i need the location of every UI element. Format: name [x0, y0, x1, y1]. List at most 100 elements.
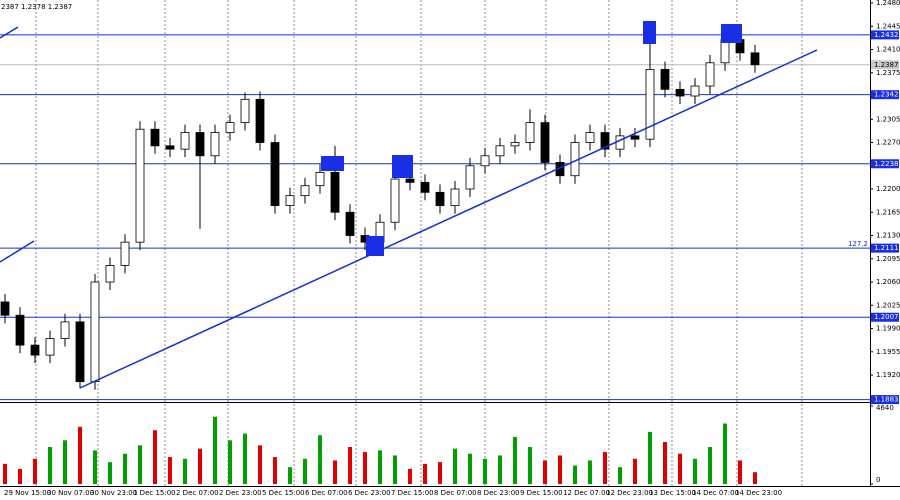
candle-body [645, 69, 655, 140]
y-tick-label: 1.1955 [876, 348, 900, 356]
volume-bar [33, 458, 37, 484]
volume-bar [513, 436, 517, 484]
x-tick-label: 2 Dec 07:00 [176, 489, 219, 497]
candle-body [285, 195, 295, 207]
candle-body [180, 132, 190, 150]
candle-body [300, 185, 310, 197]
candle-body [105, 265, 115, 283]
volume-bar [153, 430, 157, 484]
volume-bar [618, 467, 622, 484]
candle-body [540, 122, 550, 163]
volume-bar [588, 460, 592, 484]
volume-bar [108, 462, 112, 484]
volume-bar [123, 453, 127, 484]
volume-bar [723, 423, 727, 484]
marker [643, 21, 656, 44]
volume-bar [198, 448, 202, 484]
marker [721, 24, 742, 43]
current-price-label: 1.2387 [874, 61, 899, 69]
volume-bar [603, 452, 607, 484]
current-price-box [871, 60, 899, 70]
volume-bar [63, 440, 67, 484]
trend-line [79, 49, 818, 389]
candle-body [435, 191, 445, 207]
x-tick-label: 14 Dec 23:00 [735, 489, 782, 497]
level-box [871, 159, 899, 169]
volume-bar [228, 440, 232, 484]
level-label: 1.1883 [874, 396, 899, 404]
x-tick-label: 6 Dec 23:00 [348, 489, 391, 497]
candle-body [135, 128, 145, 243]
volume-bar [93, 450, 97, 484]
candle-body [315, 172, 325, 187]
level-label: 1.2432 [874, 31, 899, 39]
trend-line-fragment [0, 240, 35, 263]
volume-bar [753, 472, 757, 484]
y-tick-label: 1.2445 [876, 22, 900, 30]
candle-body [75, 321, 85, 383]
volume-bar [633, 458, 637, 484]
x-tick-label: 1 Dec 15:00 [133, 489, 176, 497]
volume-bar [213, 416, 217, 484]
x-tick-label: 12 Dec 23:00 [606, 489, 653, 497]
volume-bar [168, 457, 172, 484]
x-tick-label: 14 Dec 07:00 [692, 489, 739, 497]
marks [0, 29, 760, 484]
volume-bar [303, 458, 307, 484]
y-tick-label: 1.2025 [876, 301, 900, 309]
volume-bar [363, 452, 367, 484]
volume-bar [288, 467, 292, 484]
candle-body [615, 135, 625, 150]
y-tick-label: 1.2095 [876, 255, 900, 263]
candle-body [345, 211, 355, 236]
volume-bar [333, 460, 337, 484]
x-tick-label: 12 Dec 07:00 [563, 489, 610, 497]
level-label: 1.2007 [874, 313, 899, 321]
volume-bar [3, 463, 7, 484]
candle-body [0, 301, 10, 316]
x-tick-label: 30 Nov 07:00 [47, 489, 94, 497]
candle-body [450, 188, 460, 207]
candle-body [600, 132, 610, 150]
volume-bar [318, 435, 322, 484]
level-label: 1.2342 [874, 91, 899, 99]
candle-body [330, 172, 340, 213]
candle-body [465, 165, 475, 190]
level-box [871, 243, 899, 253]
x-tick-label: 29 Nov 15:00 [4, 489, 51, 497]
volume-bar [573, 465, 577, 484]
volume-bar [48, 447, 52, 484]
candle-body [750, 52, 760, 66]
candle-body [210, 132, 220, 157]
markers [321, 21, 742, 256]
y-tick-label: 1.2375 [876, 69, 900, 77]
volume-bar [378, 450, 382, 484]
candle-body [15, 314, 25, 346]
x-tick-label: 7 Dec 15:00 [391, 489, 434, 497]
marker [392, 155, 413, 178]
volume-bar [528, 447, 532, 484]
y-tick-label: 1.1920 [876, 371, 900, 379]
volume-bar [453, 448, 457, 484]
x-tick-label: 8 Dec 23:00 [477, 489, 520, 497]
volume-bar [78, 426, 82, 484]
candle-body [585, 132, 595, 143]
y-tick-label: 1.2480 [876, 0, 900, 7]
header-text: 2387 1.2378 1.2387 [1, 3, 72, 11]
volume-bar [498, 455, 502, 484]
x-tick-label: 30 Nov 23:00 [90, 489, 137, 497]
volume-bar [663, 441, 667, 484]
candle-body [510, 142, 520, 147]
x-tick-label: 5 Dec 15:00 [262, 489, 305, 497]
level-annotation: 127.2 [848, 240, 868, 248]
candle-body [675, 88, 685, 97]
volume-bar [543, 460, 547, 484]
level-label: 1.2111 [874, 244, 899, 252]
candle-body [45, 338, 55, 356]
candle-body [225, 122, 235, 133]
candle-body [240, 98, 250, 123]
level-box [871, 312, 899, 322]
candle-body [495, 145, 505, 157]
level-box [871, 30, 899, 40]
